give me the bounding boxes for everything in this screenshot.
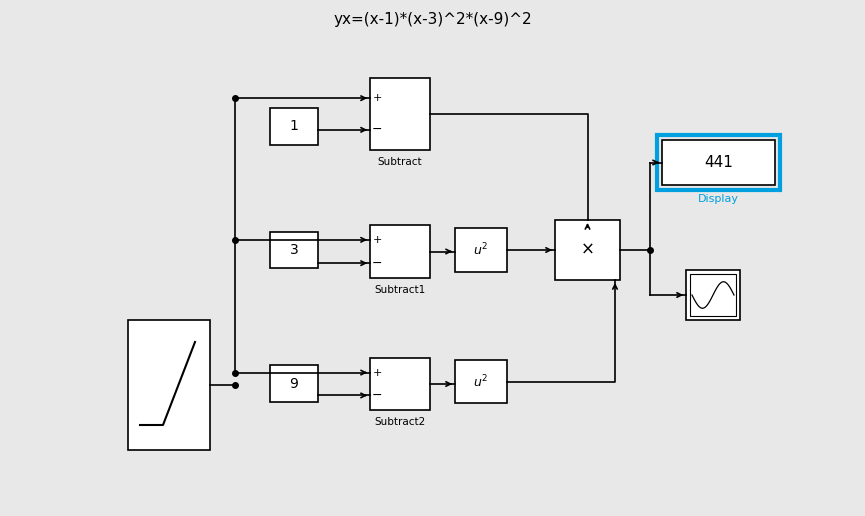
- Text: −: −: [372, 389, 382, 402]
- Text: 9: 9: [290, 377, 298, 391]
- Text: +: +: [372, 367, 381, 378]
- Bar: [690, 274, 736, 316]
- Text: Subtract1: Subtract1: [375, 285, 426, 295]
- Text: 3: 3: [290, 243, 298, 257]
- Bar: [370, 358, 430, 410]
- Text: Subtract: Subtract: [378, 157, 422, 167]
- Bar: [686, 270, 740, 320]
- Text: +: +: [372, 93, 381, 103]
- Bar: [270, 108, 318, 145]
- Bar: [370, 225, 430, 278]
- Bar: [270, 232, 318, 268]
- Bar: [270, 365, 318, 402]
- Text: +: +: [372, 235, 381, 245]
- Bar: [657, 135, 780, 190]
- Text: $u^2$: $u^2$: [473, 241, 489, 259]
- Bar: [370, 78, 430, 150]
- Text: yx=(x-1)*(x-3)^2*(x-9)^2: yx=(x-1)*(x-3)^2*(x-9)^2: [333, 12, 532, 27]
- Bar: [128, 320, 210, 450]
- Text: Display: Display: [698, 194, 739, 204]
- Bar: [555, 220, 620, 280]
- Bar: [662, 140, 775, 185]
- Text: $u^2$: $u^2$: [473, 373, 489, 390]
- Bar: [455, 360, 507, 403]
- Text: −: −: [372, 256, 382, 270]
- Text: 1: 1: [290, 120, 298, 134]
- Bar: [455, 228, 507, 272]
- Text: ×: ×: [580, 241, 594, 259]
- Text: −: −: [372, 123, 382, 136]
- Text: 441: 441: [704, 155, 733, 170]
- Text: Subtract2: Subtract2: [375, 417, 426, 427]
